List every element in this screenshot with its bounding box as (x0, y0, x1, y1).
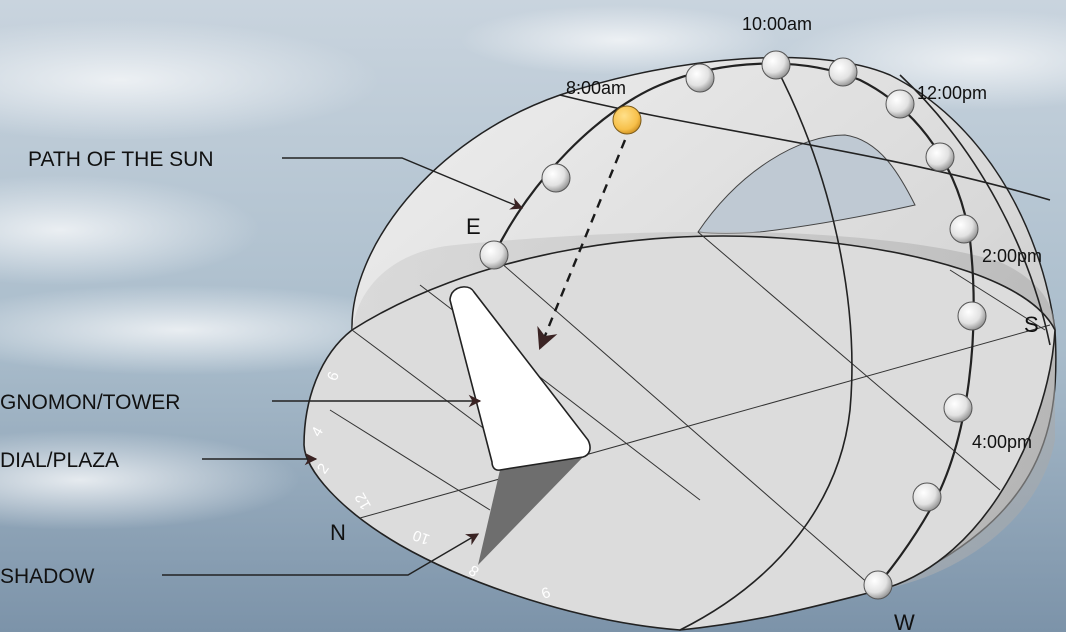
time-label-2pm: 2:00pm (982, 246, 1042, 266)
dome-opening (697, 134, 916, 234)
sun-position-ball (925, 142, 955, 172)
sun-position-ball (828, 57, 858, 87)
direction-east: E (466, 214, 481, 239)
sun-position-ball (541, 163, 571, 193)
sun-position-ball (479, 240, 509, 270)
label-gnomon-tower: GNOMON/TOWER (0, 391, 180, 414)
time-label-12pm: 12:00pm (917, 83, 987, 103)
sun-positions (479, 50, 987, 600)
hour-mark: 12 (352, 490, 375, 513)
sun-position-ball (863, 570, 893, 600)
direction-west: W (894, 610, 915, 632)
callout-leaders (162, 157, 524, 576)
sun-position-ball (943, 393, 973, 423)
gnomon-tower (449, 286, 591, 471)
time-label-8am: 8:00am (566, 78, 626, 98)
time-label-10am: 10:00am (742, 14, 812, 34)
direction-south: S (1024, 312, 1039, 337)
label-path-of-sun: PATH OF THE SUN (28, 148, 214, 171)
sun-position-ball (685, 63, 715, 93)
gnomon-shadow (478, 455, 585, 565)
sun-position-ball (949, 214, 979, 244)
sun-ray-dashed (537, 139, 627, 350)
sun-position-ball (885, 89, 915, 119)
sun-position-ball (957, 301, 987, 331)
clouds (0, 5, 1066, 530)
hour-mark: 10 (411, 526, 432, 548)
sun-position-ball (761, 50, 791, 80)
sun-position-current (612, 105, 642, 135)
leader-shadow (162, 533, 480, 576)
direction-north: N (330, 520, 346, 545)
label-shadow: SHADOW (0, 565, 95, 588)
sun-position-ball (912, 482, 942, 512)
label-dial-plaza: DIAL/PLAZA (0, 449, 119, 472)
leader-path-of-sun (282, 157, 524, 210)
time-label-4pm: 4:00pm (972, 432, 1032, 452)
